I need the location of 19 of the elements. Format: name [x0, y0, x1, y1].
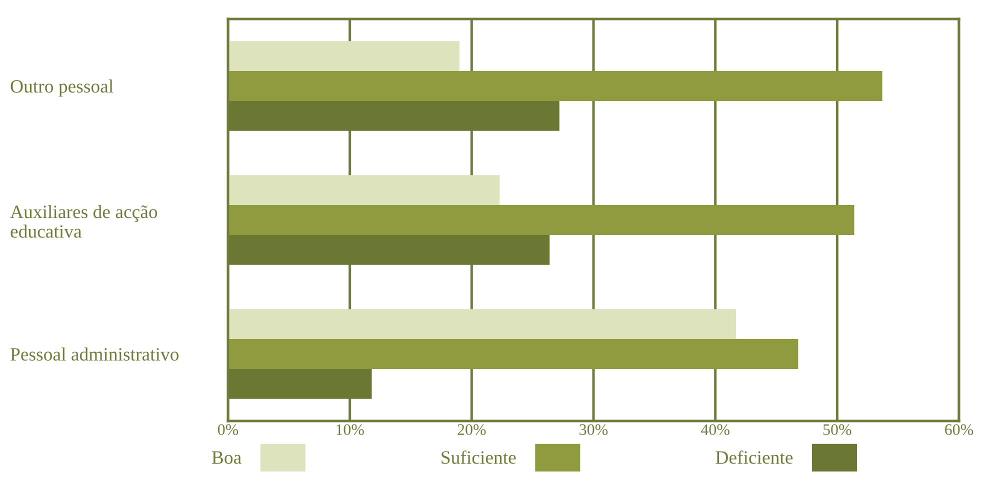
x-tick-label: 60% — [945, 424, 974, 436]
y-tick-label: Auxiliares de acção educativa — [10, 204, 158, 238]
bar — [228, 339, 798, 369]
bar — [228, 175, 500, 206]
bar — [228, 205, 854, 235]
x-tick-label: 20% — [458, 424, 486, 436]
x-tick-label: 50% — [823, 424, 852, 436]
legend-label: Suficiente — [442, 450, 516, 464]
bar — [228, 41, 460, 72]
bar — [228, 71, 882, 101]
legend-label: Deficiente — [716, 450, 793, 464]
y-tick-label: Outro pessoal — [10, 79, 114, 96]
x-tick-label: 40% — [701, 424, 730, 436]
legend-label: Boa — [212, 451, 242, 464]
x-tick-label: 30% — [580, 424, 608, 436]
x-tick-label: 10% — [336, 424, 364, 436]
bar — [228, 309, 736, 340]
y-tick-label: Pessoal administrativo — [10, 347, 179, 361]
x-tick-label: 0% — [218, 424, 238, 436]
